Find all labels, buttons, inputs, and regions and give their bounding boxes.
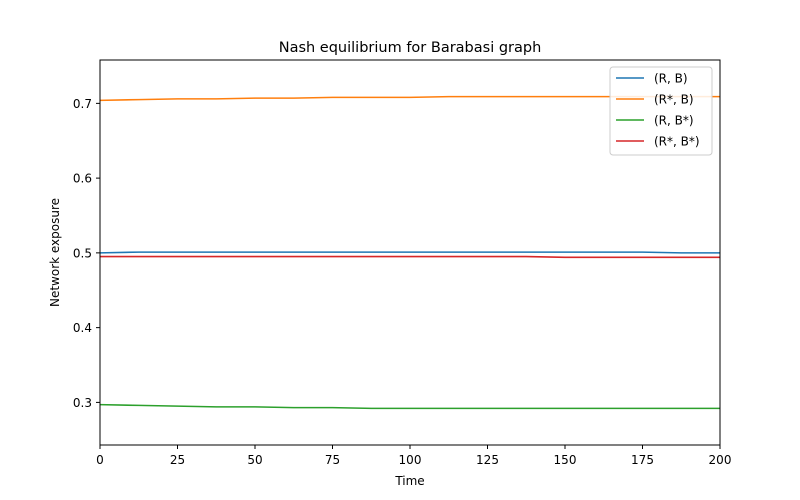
legend-box (609, 66, 713, 156)
x-tick-label: 100 (399, 453, 422, 467)
x-tick-label: 200 (709, 453, 732, 467)
x-tick-label: 75 (325, 453, 340, 467)
legend: (R, B) (R*, B) (R, B*) (R*, B*) (609, 66, 713, 156)
y-axis: 0.3 0.4 0.5 0.6 0.7 (73, 97, 100, 410)
chart-title: Nash equilibrium for Barabasi graph (279, 40, 542, 56)
legend-label-1: (R, B) (654, 72, 688, 86)
x-tick-label: 125 (476, 453, 499, 467)
legend-label-2: (R*, B) (654, 93, 694, 107)
series-line-4 (100, 255, 720, 259)
x-tick-label: 50 (247, 453, 262, 467)
y-tick-label: 0.4 (73, 321, 92, 335)
x-axis-label: Time (394, 474, 424, 488)
x-tick-label: 175 (631, 453, 654, 467)
x-axis: 0 25 50 75 100 125 150 175 200 (96, 445, 731, 467)
series-line-1 (99, 251, 720, 254)
y-axis-label: Network exposure (48, 198, 62, 307)
legend-label-3: (R, B*) (654, 114, 694, 128)
y-tick-label: 0.3 (73, 396, 92, 410)
y-tick-label: 0.7 (73, 97, 92, 111)
legend-entries: (R, B) (R*, B) (R, B*) (R*, B*) (616, 72, 700, 149)
legend-label-4: (R*, B*) (654, 135, 700, 149)
y-tick-label: 0.5 (73, 246, 92, 260)
y-tick-label: 0.6 (73, 172, 92, 186)
x-tick-label: 25 (170, 453, 185, 467)
series-line-3 (99, 403, 720, 410)
x-tick-label: 0 (96, 453, 104, 467)
x-tick-label: 150 (554, 453, 577, 467)
